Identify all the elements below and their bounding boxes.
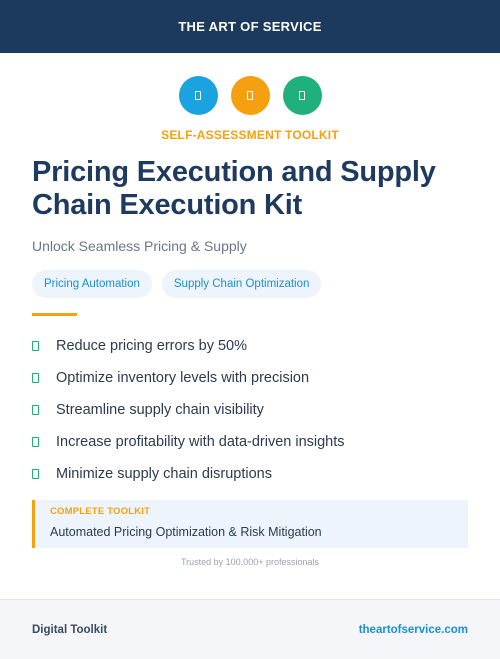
feature-item: Optimize inventory levels with precision — [32, 362, 345, 394]
header-bar: THE ART OF SERVICE — [0, 0, 500, 53]
tag-pricing-automation[interactable]: Pricing Automation — [32, 270, 152, 298]
blue-circle-icon — [178, 76, 218, 115]
document-icon — [247, 91, 253, 100]
website-link[interactable]: theartofservice.com — [358, 623, 468, 636]
document-icon — [299, 91, 305, 100]
icon-row — [0, 76, 500, 115]
eyebrow-label: SELF-ASSESSMENT TOOLKIT — [161, 128, 339, 142]
footer-label: Digital Toolkit — [32, 623, 108, 636]
brand-name: THE ART OF SERVICE — [178, 19, 322, 34]
tag-supply-chain-optimization[interactable]: Supply Chain Optimization — [161, 270, 322, 298]
document-icon — [195, 91, 201, 100]
feature-text: Minimize supply chain disruptions — [56, 466, 272, 482]
feature-item: Increase profitability with data-driven … — [32, 426, 345, 458]
page-title: Pricing Execution and Supply Chain Execu… — [32, 156, 472, 222]
feature-text: Increase profitability with data-driven … — [56, 434, 345, 450]
toolkit-callout: COMPLETE TOOLKIT Automated Pricing Optim… — [32, 500, 468, 548]
trusted-note: Trusted by 100,000+ professionals — [180, 557, 319, 567]
check-icon — [32, 437, 39, 447]
title-line-1: Pricing Execution and Supply — [32, 156, 436, 188]
check-icon — [32, 373, 39, 383]
feature-text: Optimize inventory levels with precision — [56, 370, 310, 386]
feature-item: Minimize supply chain disruptions — [32, 458, 345, 490]
orange-circle-icon — [230, 76, 270, 115]
footer-bar: Digital Toolkit theartofservice.com — [0, 599, 500, 659]
accent-divider — [32, 313, 77, 316]
callout-label: COMPLETE TOOLKIT — [50, 506, 151, 517]
title-line-2: Chain Execution Kit — [32, 189, 303, 221]
tag-list: Pricing Automation Supply Chain Optimiza… — [32, 270, 322, 298]
feature-text: Streamline supply chain visibility — [56, 402, 264, 418]
feature-item: Streamline supply chain visibility — [32, 394, 345, 426]
check-icon — [32, 469, 39, 479]
check-icon — [32, 341, 39, 351]
check-icon — [32, 405, 39, 415]
subtitle: Unlock Seamless Pricing & Supply — [32, 238, 247, 254]
callout-text: Automated Pricing Optimization & Risk Mi… — [50, 525, 322, 539]
green-circle-icon — [282, 76, 322, 115]
feature-list: Reduce pricing errors by 50% Optimize in… — [32, 330, 345, 490]
feature-text: Reduce pricing errors by 50% — [56, 338, 248, 354]
feature-item: Reduce pricing errors by 50% — [32, 330, 345, 362]
